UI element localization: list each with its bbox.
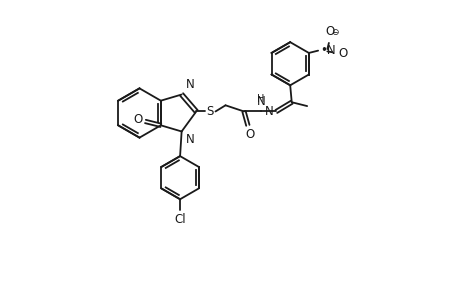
Text: O: O (337, 47, 347, 60)
Text: •N: •N (320, 44, 336, 57)
Text: ⊖: ⊖ (330, 28, 338, 37)
Text: H: H (257, 94, 264, 104)
Text: N: N (256, 94, 265, 108)
Text: S: S (206, 105, 213, 118)
Text: N: N (185, 133, 194, 146)
Text: Cl: Cl (174, 213, 185, 226)
Text: O: O (245, 128, 254, 141)
Text: O: O (133, 113, 142, 126)
Text: N: N (265, 105, 274, 118)
Text: O: O (325, 25, 334, 38)
Text: N: N (185, 78, 194, 92)
